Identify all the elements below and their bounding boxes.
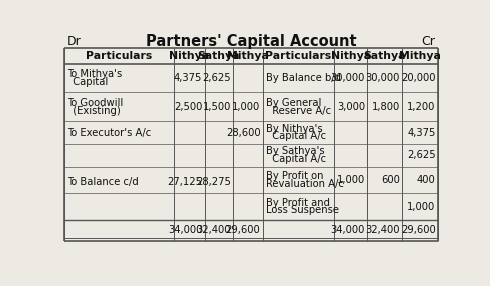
Text: Partners' Capital Account: Partners' Capital Account <box>146 34 356 49</box>
Text: By Profit on: By Profit on <box>266 171 323 181</box>
Text: (Existing): (Existing) <box>68 106 121 116</box>
Text: Reserve A/c: Reserve A/c <box>266 106 331 116</box>
Text: Mithya: Mithya <box>227 51 269 61</box>
Text: Mithya: Mithya <box>399 51 441 61</box>
Text: 2,625: 2,625 <box>202 73 231 83</box>
Text: 1,000: 1,000 <box>407 202 436 212</box>
Text: 1,000: 1,000 <box>337 175 365 185</box>
Text: Particulars: Particulars <box>86 51 152 61</box>
Text: 32,400: 32,400 <box>196 225 231 235</box>
Text: By Nithya's: By Nithya's <box>266 124 322 134</box>
Text: By Profit and: By Profit and <box>266 198 330 208</box>
Text: 28,275: 28,275 <box>196 177 231 187</box>
Text: 3,000: 3,000 <box>337 102 365 112</box>
Text: 1,800: 1,800 <box>372 102 400 112</box>
Text: Sathya: Sathya <box>364 51 406 61</box>
Text: 1,200: 1,200 <box>407 102 436 112</box>
Text: 28,600: 28,600 <box>226 128 260 138</box>
Text: 2,625: 2,625 <box>407 150 436 160</box>
Text: 34,000: 34,000 <box>168 225 202 235</box>
Text: Nithya: Nithya <box>169 51 209 61</box>
Text: To Mithya's: To Mithya's <box>68 69 122 79</box>
Text: To Executor's A/c: To Executor's A/c <box>68 128 152 138</box>
Text: Particulars: Particulars <box>265 51 332 61</box>
Text: Capital A/c: Capital A/c <box>266 154 326 164</box>
Text: 29,600: 29,600 <box>401 225 436 235</box>
Text: 4,375: 4,375 <box>407 128 436 138</box>
Text: To Balance c/d: To Balance c/d <box>68 177 139 187</box>
Text: Revaluation A/c: Revaluation A/c <box>266 179 343 189</box>
Text: 2,500: 2,500 <box>174 102 202 112</box>
Text: 4,375: 4,375 <box>174 73 202 83</box>
Text: 30,000: 30,000 <box>366 73 400 83</box>
Text: 27,125: 27,125 <box>167 177 202 187</box>
Text: Capital A/c: Capital A/c <box>266 131 326 141</box>
Text: By General: By General <box>266 98 321 108</box>
Text: 30,000: 30,000 <box>331 73 365 83</box>
Text: Sathya: Sathya <box>197 51 240 61</box>
Text: By Sathya's: By Sathya's <box>266 146 324 156</box>
Text: 400: 400 <box>417 175 436 185</box>
Text: Capital: Capital <box>68 77 109 87</box>
Text: 34,000: 34,000 <box>331 225 365 235</box>
Text: 32,400: 32,400 <box>366 225 400 235</box>
Text: 1,000: 1,000 <box>232 102 260 112</box>
Text: 29,600: 29,600 <box>226 225 260 235</box>
Text: 600: 600 <box>381 175 400 185</box>
Text: Dr: Dr <box>67 35 81 48</box>
Text: Loss Suspense: Loss Suspense <box>266 205 339 215</box>
Text: 1,500: 1,500 <box>202 102 231 112</box>
Text: Nithya: Nithya <box>331 51 371 61</box>
Text: 20,000: 20,000 <box>401 73 436 83</box>
Text: By Balance b/d: By Balance b/d <box>266 73 341 83</box>
Text: To Goodwill: To Goodwill <box>68 98 123 108</box>
Text: Cr: Cr <box>422 35 436 48</box>
